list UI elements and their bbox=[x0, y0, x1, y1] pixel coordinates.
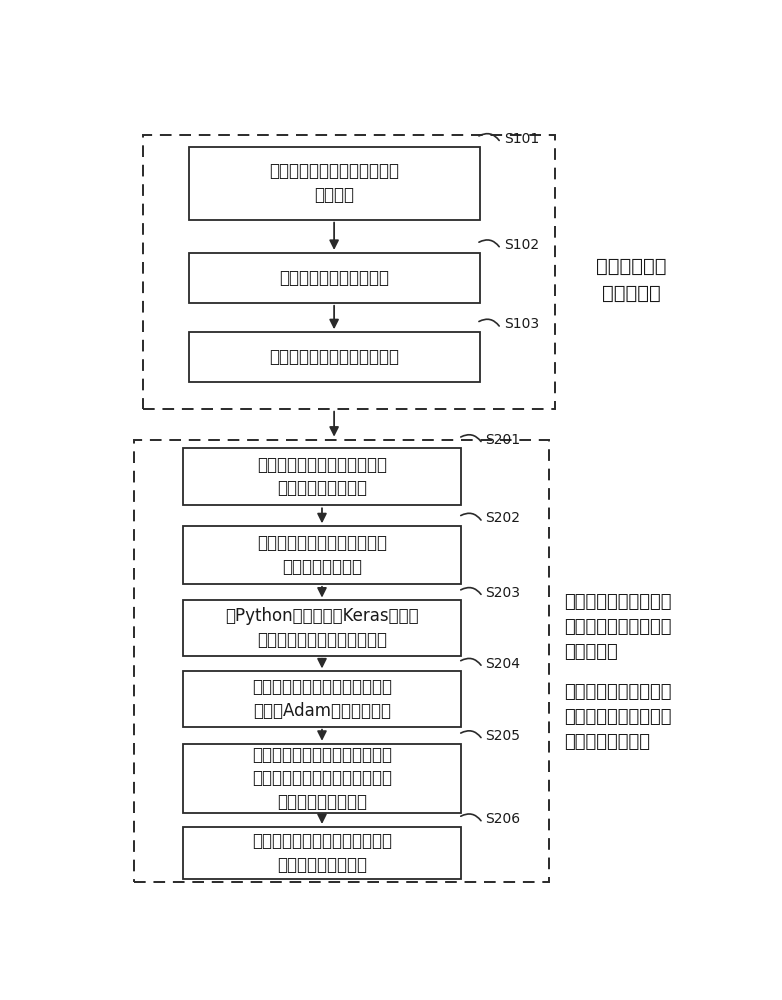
Text: S201: S201 bbox=[486, 433, 521, 447]
Text: 构建多输入的长短期记
忆神经网络饱和电力负
荷预测模型: 构建多输入的长短期记 忆神经网络饱和电力负 荷预测模型 bbox=[565, 593, 672, 661]
FancyBboxPatch shape bbox=[188, 253, 479, 303]
Text: 根据饱和负荷判据，得到最后的
饱和时间与饱和规模: 根据饱和负荷判据，得到最后的 饱和时间与饱和规模 bbox=[252, 832, 392, 874]
Text: S203: S203 bbox=[486, 586, 521, 600]
Text: 按影响因素对未来设置多场景: 按影响因素对未来设置多场景 bbox=[269, 348, 399, 366]
FancyBboxPatch shape bbox=[182, 671, 461, 727]
Text: 在Python环境下利用Keras库搭建
长短期记忆神经网络预测模型: 在Python环境下利用Keras库搭建 长短期记忆神经网络预测模型 bbox=[225, 607, 419, 649]
Text: 设置模型参数，输入训练样本集
后采用Adam算法优化模型: 设置模型参数，输入训练样本集 后采用Adam算法优化模型 bbox=[252, 678, 392, 720]
FancyBboxPatch shape bbox=[188, 147, 479, 220]
FancyBboxPatch shape bbox=[182, 744, 461, 813]
Bar bbox=[135, 440, 549, 882]
Text: S205: S205 bbox=[486, 729, 521, 743]
Text: 影响因素选取
与场景设置: 影响因素选取 与场景设置 bbox=[596, 257, 666, 303]
Text: 运用优化后的模型进行
饱和电力负荷预测，得
到饱和时间与规模: 运用优化后的模型进行 饱和电力负荷预测，得 到饱和时间与规模 bbox=[565, 683, 672, 751]
Text: S103: S103 bbox=[504, 317, 539, 331]
Text: 分析选取影响饱和负荷水平的
主要因素: 分析选取影响饱和负荷水平的 主要因素 bbox=[269, 162, 399, 204]
Text: S202: S202 bbox=[486, 511, 521, 525]
FancyBboxPatch shape bbox=[182, 827, 461, 879]
Text: S204: S204 bbox=[486, 657, 521, 671]
Text: S101: S101 bbox=[504, 132, 539, 146]
Text: 输入测试样本集验证模型的有效
性，利用预测的影响因素数据进
行饱和电力负荷预测: 输入测试样本集验证模型的有效 性，利用预测的影响因素数据进 行饱和电力负荷预测 bbox=[252, 746, 392, 811]
Bar bbox=[143, 135, 555, 409]
FancyBboxPatch shape bbox=[182, 448, 461, 505]
FancyBboxPatch shape bbox=[182, 600, 461, 656]
Text: 将数据进行归一化处理后构建
训练和测试样本集: 将数据进行归一化处理后构建 训练和测试样本集 bbox=[257, 534, 387, 576]
Text: 收集待预测地区的历史用电量
数据和影响因素数据: 收集待预测地区的历史用电量 数据和影响因素数据 bbox=[257, 456, 387, 497]
Text: S206: S206 bbox=[486, 812, 521, 826]
FancyBboxPatch shape bbox=[188, 332, 479, 382]
Text: S102: S102 bbox=[504, 238, 539, 252]
FancyBboxPatch shape bbox=[182, 526, 461, 584]
Text: 预测影响因素的发展情况: 预测影响因素的发展情况 bbox=[279, 269, 389, 287]
